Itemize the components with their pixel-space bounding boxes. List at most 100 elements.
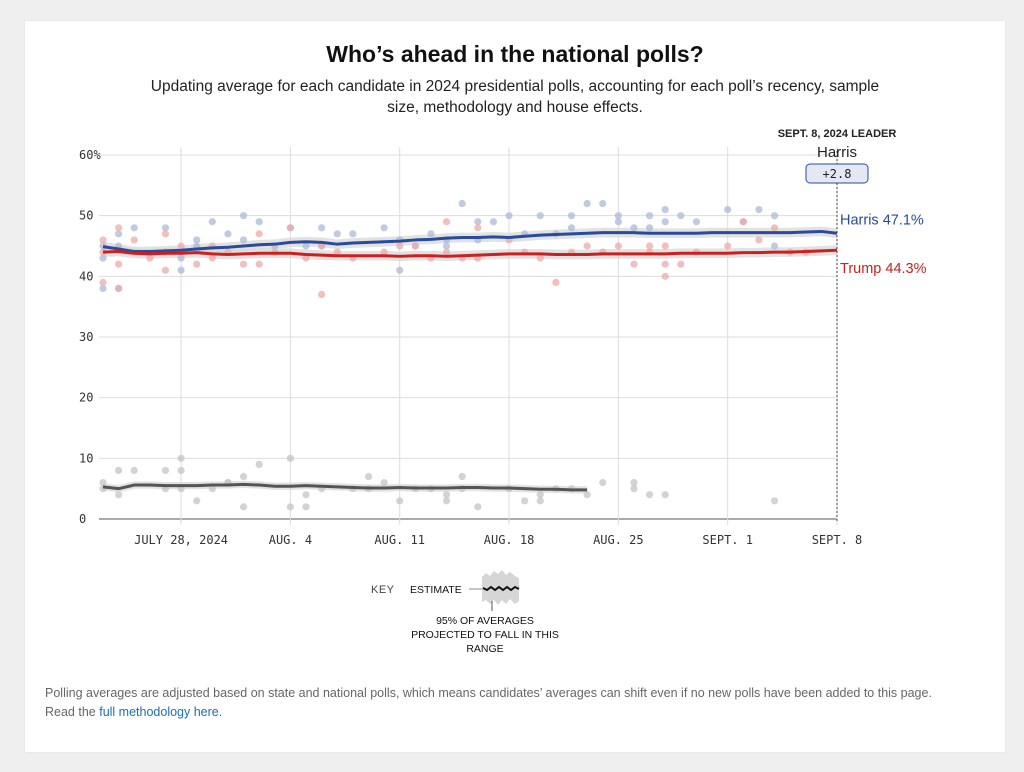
trump-poll-dot: [130, 236, 138, 244]
trump-poll-dot: [442, 218, 451, 226]
harris-poll-dot: [193, 236, 201, 244]
harris-poll-dot: [333, 230, 341, 238]
harris-poll-dot: [115, 230, 123, 238]
harris-poll-dot: [208, 218, 216, 226]
harris-poll-dot: [614, 218, 622, 226]
trump-poll-dot: [677, 260, 685, 268]
other-poll-dot: [239, 503, 248, 511]
other-poll-dot: [442, 491, 451, 499]
other-poll-dot: [115, 491, 123, 499]
harris-end-label: Harris 47.1%: [840, 212, 924, 228]
harris-poll-dot: [239, 236, 248, 244]
methodology-link[interactable]: full methodology here.: [99, 705, 223, 719]
harris-poll-dot: [302, 242, 310, 250]
harris-poll-dot: [99, 284, 107, 293]
trump-poll-dot: [770, 224, 779, 232]
other-poll-dot: [177, 454, 185, 462]
trump-poll-dot: [645, 242, 654, 250]
harris-poll-dot: [583, 199, 591, 208]
trump-poll-dot: [318, 242, 326, 250]
harris-poll-dot: [645, 224, 654, 232]
other-poll-dot: [661, 491, 669, 499]
other-poll-dot: [161, 466, 170, 475]
footer-note: Polling averages are adjusted based on s…: [45, 684, 990, 722]
harris-poll-dot: [724, 206, 732, 214]
harris-poll-dot: [239, 212, 248, 220]
y-tick-label: 40: [79, 269, 93, 283]
other-poll-dot: [442, 497, 451, 505]
harris-poll-dot: [645, 212, 654, 220]
footer-text: Polling averages are adjusted based on s…: [45, 686, 932, 700]
other-poll-dot: [130, 466, 138, 475]
trump-poll-dot: [614, 242, 622, 250]
trump-poll-dot: [208, 254, 216, 262]
harris-poll-dot: [770, 242, 779, 250]
harris-poll-dot: [442, 242, 451, 250]
trump-poll-dot: [177, 242, 185, 250]
harris-poll-dot: [99, 254, 107, 262]
trump-poll-dot: [161, 266, 170, 274]
footer-read-prefix: Read the: [45, 705, 96, 719]
harris-poll-dot: [130, 224, 138, 232]
trump-poll-dot: [255, 230, 263, 238]
x-tick-label: AUG. 25: [593, 533, 644, 547]
trump-poll-dot: [333, 248, 341, 256]
other-poll-dot: [255, 460, 263, 468]
page-title: Who’s ahead in the national polls?: [326, 41, 704, 67]
key-range-note: 95% OF AVERAGES PROJECTED TO FALL IN THI…: [411, 615, 559, 655]
harris-poll-dot: [474, 218, 482, 226]
harris-poll-dot: [755, 206, 763, 214]
y-tick-label: 60%: [79, 148, 101, 162]
trump-poll-dot: [661, 260, 669, 268]
harris-poll-dot: [396, 266, 404, 274]
trump-poll-dot: [755, 236, 763, 244]
y-tick-label: 30: [79, 330, 93, 344]
axes: 0 10 20 30 40 50 60% JULY 28, 2024 AUG. 4 AUG. 11…: [79, 148, 862, 547]
other-poll-dot: [599, 479, 607, 487]
other-poll-dot: [645, 491, 654, 499]
trump-poll-dot: [146, 254, 154, 262]
other-poll-dot: [302, 503, 310, 511]
harris-poll-dot: [614, 212, 622, 220]
x-tick-label: AUG. 4: [269, 533, 312, 547]
leader-margin-badge: [805, 163, 869, 184]
y-tick-label: 50: [79, 209, 93, 223]
key-estimate-label: ESTIMATE: [410, 584, 462, 596]
trump-poll-dot: [630, 260, 638, 268]
other-poll-dot: [770, 497, 779, 505]
harris-poll-dot: [161, 224, 170, 232]
leader-date-label: SEPT. 8, 2024 LEADER: [778, 128, 897, 140]
other-poll-dot: [521, 497, 529, 505]
other-poll-dot: [302, 491, 310, 499]
other-poll-dot: [286, 503, 295, 511]
other-poll-dot: [396, 497, 404, 505]
trump-poll-dot: [380, 248, 388, 256]
other-poll-dot: [583, 491, 591, 499]
harris-poll-dot: [427, 230, 435, 238]
trump-poll-dot: [255, 260, 263, 268]
leader-name: Harris: [817, 144, 857, 161]
chart-key: KEY ESTIMATE 95% OF AVERAGES PROJECTED T…: [371, 570, 559, 655]
x-tick-label: SEPT. 1: [702, 533, 753, 547]
chart-grid: [99, 147, 838, 525]
trump-poll-dot: [536, 254, 544, 262]
trump-poll-dot: [583, 242, 591, 250]
trump-poll-dot: [99, 278, 107, 286]
x-tick-label: AUG. 11: [374, 533, 425, 547]
trump-poll-dot: [161, 230, 170, 238]
trump-poll-dot: [552, 278, 560, 286]
trump-poll-dot: [115, 224, 123, 232]
trump-poll-dot: [411, 242, 419, 250]
harris-poll-dot: [224, 230, 232, 238]
trump-poll-dot: [239, 260, 248, 268]
harris-poll-dot: [661, 218, 669, 226]
harris-poll-dot: [380, 224, 388, 232]
harris-poll-dot: [567, 224, 576, 232]
confidence-bands: [103, 226, 837, 494]
harris-poll-dot: [489, 218, 498, 226]
other-poll-dot: [364, 472, 373, 481]
trump-poll-dot: [193, 260, 201, 268]
other-poll-dot: [99, 479, 107, 487]
trend-lines: [102, 229, 838, 492]
other-poll-dot: [177, 466, 185, 475]
